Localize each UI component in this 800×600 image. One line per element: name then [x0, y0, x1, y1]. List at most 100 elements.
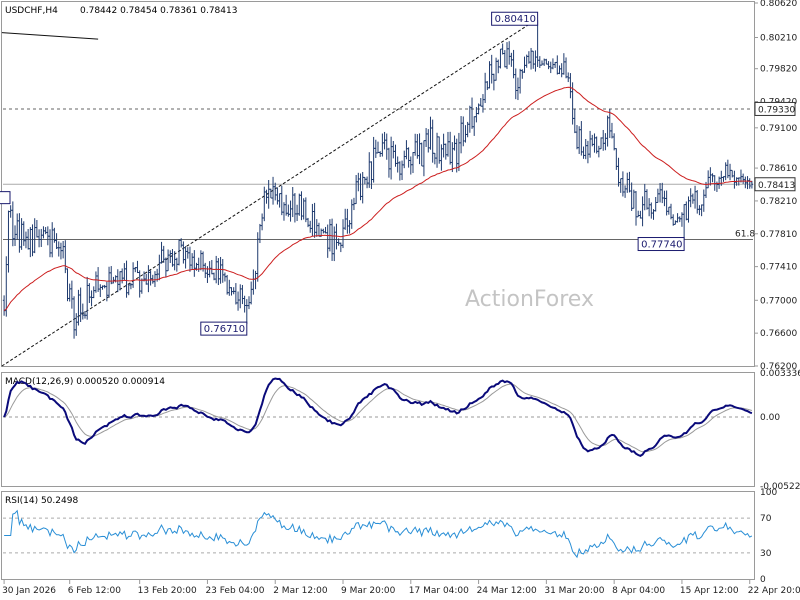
candle	[188, 246, 192, 272]
candle	[39, 228, 43, 247]
candle	[297, 193, 301, 216]
candle	[588, 130, 592, 158]
candle	[593, 133, 596, 153]
candle	[243, 295, 246, 313]
chart-symbol: USDCHF,H4	[5, 6, 58, 16]
candle	[396, 156, 399, 173]
candle	[160, 241, 163, 264]
candle	[503, 50, 507, 68]
candle	[641, 196, 644, 227]
candle	[273, 182, 277, 201]
candle	[99, 284, 102, 298]
candle	[468, 105, 472, 133]
candle	[606, 115, 609, 147]
candle	[20, 218, 23, 250]
candle	[547, 61, 550, 70]
candle	[682, 204, 686, 240]
annotation-label: 0.76710	[204, 324, 245, 335]
candle	[346, 208, 349, 234]
candle	[322, 228, 325, 234]
candle	[551, 58, 555, 70]
candle	[363, 176, 367, 185]
macd-title: MACD(12,26,9) 0.000520 0.000914	[5, 377, 165, 387]
candle	[733, 170, 736, 189]
candle	[728, 163, 732, 181]
candle	[437, 136, 441, 164]
candle	[22, 221, 26, 246]
candle	[225, 274, 229, 295]
candle	[575, 125, 579, 150]
candle	[514, 68, 518, 100]
macd-ytick-label: 0.00	[760, 413, 780, 423]
candle	[238, 284, 242, 309]
candle	[70, 280, 74, 309]
main-pane	[1, 19, 754, 367]
candle	[693, 185, 697, 209]
candle	[499, 48, 502, 69]
candle	[711, 173, 714, 183]
candle	[398, 161, 402, 181]
candle	[538, 56, 542, 69]
annotation-box	[491, 11, 539, 26]
candle	[304, 197, 308, 223]
candle	[140, 278, 144, 294]
candle	[372, 136, 375, 183]
candle	[31, 224, 34, 257]
candle	[295, 204, 299, 222]
candle	[57, 241, 61, 257]
candle	[451, 142, 454, 173]
main-ytick-label: 0.76600	[760, 329, 797, 339]
candle	[42, 226, 45, 239]
candle	[558, 65, 561, 75]
candle	[741, 173, 745, 184]
candle	[667, 206, 671, 215]
candle	[284, 194, 288, 216]
candle	[597, 145, 601, 158]
rsi-line	[4, 509, 753, 559]
rsi-title: RSI(14) 50.2498	[5, 496, 78, 506]
candle	[33, 218, 37, 254]
candle	[582, 146, 585, 159]
main-ytick-label: 0.80210	[760, 33, 797, 43]
xtick-label: 22 Apr 20:00	[748, 586, 800, 596]
ema-line	[3, 86, 752, 312]
candle	[72, 296, 76, 339]
candle	[278, 193, 281, 208]
candle	[210, 259, 214, 275]
candle	[418, 133, 421, 165]
candle	[171, 249, 174, 267]
candle	[426, 129, 430, 153]
candle	[317, 222, 321, 237]
candle	[66, 268, 69, 302]
candle	[422, 140, 426, 177]
candle	[326, 224, 330, 258]
candle	[623, 185, 627, 198]
xtick-label: 9 Mar 20:00	[341, 586, 396, 596]
candle	[523, 56, 526, 73]
candle	[713, 175, 717, 191]
candle	[599, 137, 603, 150]
candle	[190, 253, 194, 270]
candle	[131, 262, 135, 288]
candle	[221, 259, 225, 283]
candle	[339, 242, 343, 253]
candle	[232, 287, 235, 295]
candle	[367, 152, 371, 188]
candle	[123, 263, 126, 281]
candle	[647, 198, 651, 217]
candle	[107, 266, 111, 298]
candle	[483, 72, 487, 104]
candle	[560, 63, 563, 78]
candle	[291, 187, 295, 218]
candle	[311, 203, 314, 237]
xtick-label: 31 Mar 20:00	[544, 586, 604, 596]
candle	[739, 169, 743, 183]
candle	[7, 210, 10, 273]
candle	[658, 182, 662, 203]
candle	[630, 182, 633, 211]
main-ytick-label: 0.80620	[760, 0, 797, 9]
candle	[241, 284, 244, 305]
macd-ytick-label: 0.003336	[760, 369, 800, 379]
candle	[249, 281, 253, 305]
